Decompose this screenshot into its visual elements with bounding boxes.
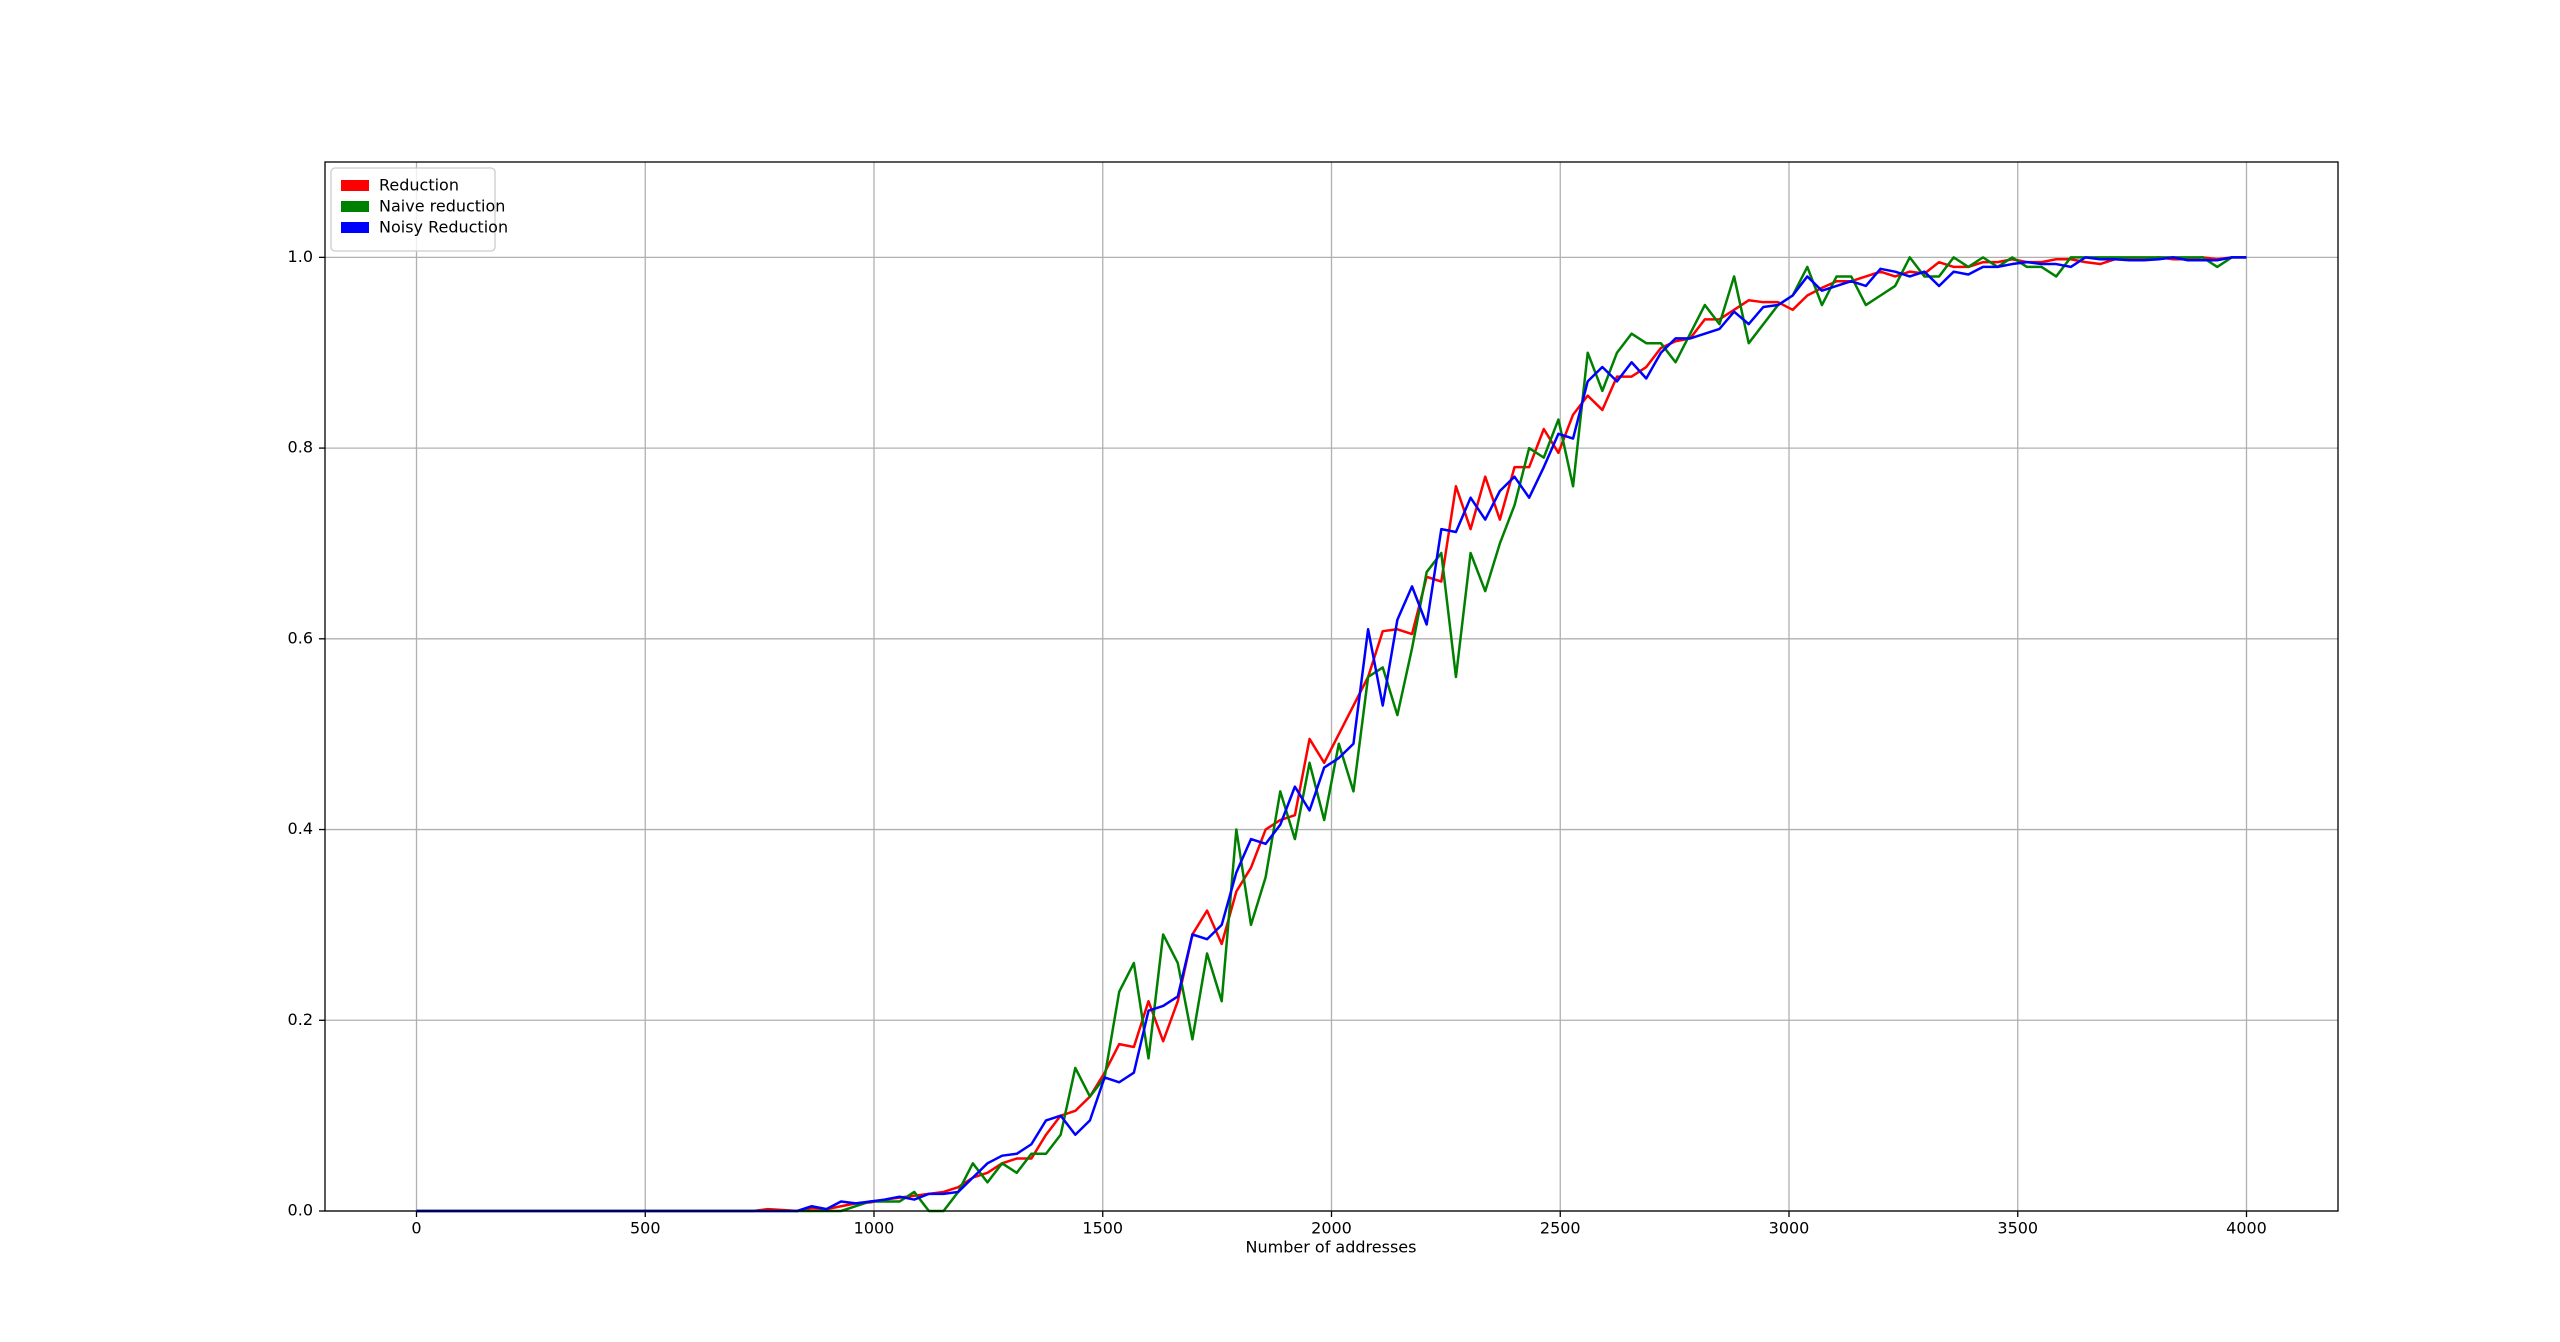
legend-swatch (341, 222, 369, 233)
y-tick-label: 0.0 (288, 1201, 313, 1220)
legend-box (330, 167, 496, 252)
plot-frame (324, 161, 2339, 1212)
y-tick-label: 0.8 (288, 438, 313, 457)
y-tick-label: 0.4 (288, 819, 313, 838)
y-tick-label: 0.6 (288, 628, 313, 647)
legend-label: Noisy Reduction (379, 218, 508, 237)
x-tick-label: 2000 (1311, 1219, 1352, 1238)
legend-swatch (341, 180, 369, 191)
legend-label: Naive reduction (379, 197, 505, 216)
x-axis-label: Number of addresses (1246, 1238, 1417, 1257)
legend-swatch (341, 201, 369, 212)
x-tick-label: 500 (630, 1219, 661, 1238)
y-tick-label: 1.0 (288, 247, 313, 266)
x-tick-label: 1000 (854, 1219, 895, 1238)
y-tick-label: 0.2 (288, 1010, 313, 1029)
x-tick-label: 2500 (1540, 1219, 1581, 1238)
x-tick-label: 0 (411, 1219, 421, 1238)
legend-label: Reduction (379, 176, 459, 195)
x-tick-label: 1500 (1082, 1219, 1123, 1238)
x-tick-label: 3000 (1769, 1219, 1810, 1238)
x-tick-label: 3500 (1997, 1219, 2038, 1238)
x-tick-label: 4000 (2226, 1219, 2267, 1238)
